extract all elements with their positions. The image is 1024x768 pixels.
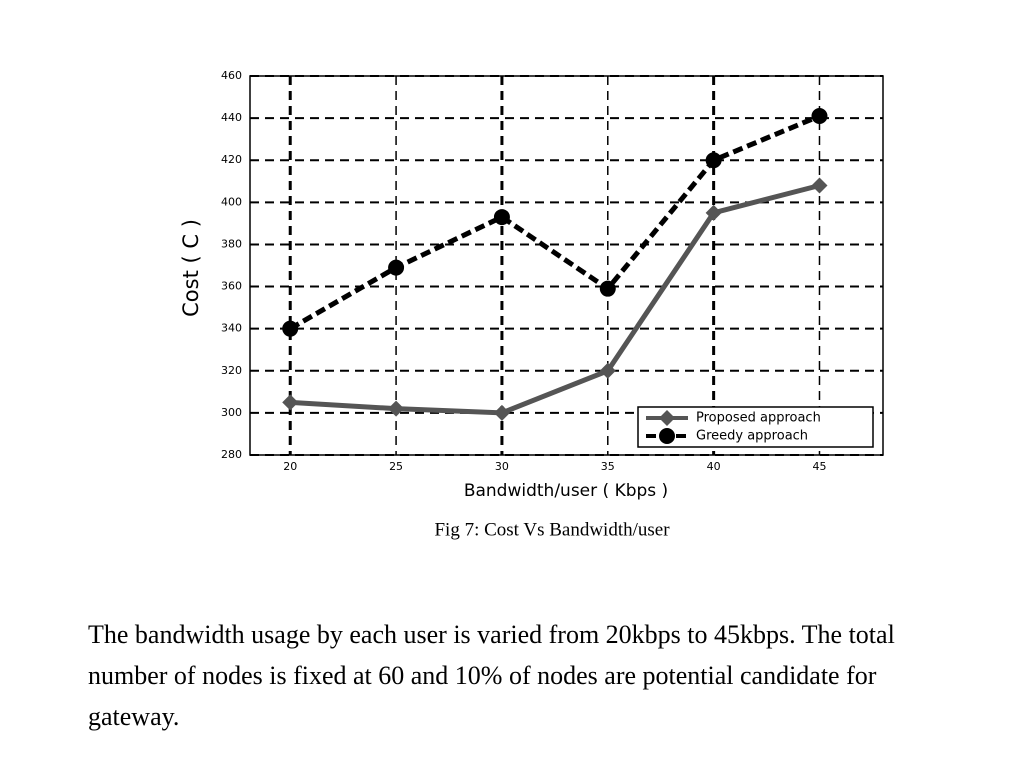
legend-label: Greedy approach [696,429,808,444]
paragraph: The bandwidth usage by each user is vari… [88,620,895,731]
legend-box [637,406,874,448]
marker [599,280,616,297]
marker [811,177,828,194]
x-tick-label: 40 [707,460,721,473]
marker [493,404,510,421]
y-tick-label: 420 [221,153,242,166]
marker [388,259,405,276]
y-tick-label: 320 [221,364,242,377]
marker [388,400,405,417]
marker [705,152,722,169]
y-tick-label: 380 [221,237,242,250]
marker [599,362,616,379]
plot-frame [249,75,884,456]
y-axis-label: Cost ( C ) [179,219,203,317]
y-tick-label: 280 [221,448,242,461]
series-line [290,183,821,416]
x-tick-label: 30 [495,460,509,473]
x-axis-label: Bandwidth/user ( Kbps ) [464,481,668,501]
marker [705,204,722,221]
x-tick-label: 35 [601,460,615,473]
x-tick-label: 20 [283,460,297,473]
marker [282,394,299,411]
chart: Bandwidth/user ( Kbps ) Cost ( C ) Fig 7… [179,69,884,540]
series-line [288,113,821,331]
marker [493,209,510,226]
y-tick-label: 440 [221,111,242,124]
marker [282,320,299,337]
y-tick-label: 340 [221,322,242,335]
y-tick-label: 460 [221,69,242,82]
legend: Proposed approach Greedy approach [637,406,874,448]
caption: Fig 7: Cost Vs Bandwidth/user [434,519,670,540]
marker [811,108,828,125]
y-tick-label: 360 [221,280,242,293]
x-tick-label: 25 [389,460,403,473]
marker [659,410,675,426]
x-tick-label: 45 [812,460,826,473]
y-tick-label: 300 [221,406,242,419]
legend-label: Proposed approach [696,411,821,426]
marker [659,428,675,444]
y-tick-label: 400 [221,195,242,208]
